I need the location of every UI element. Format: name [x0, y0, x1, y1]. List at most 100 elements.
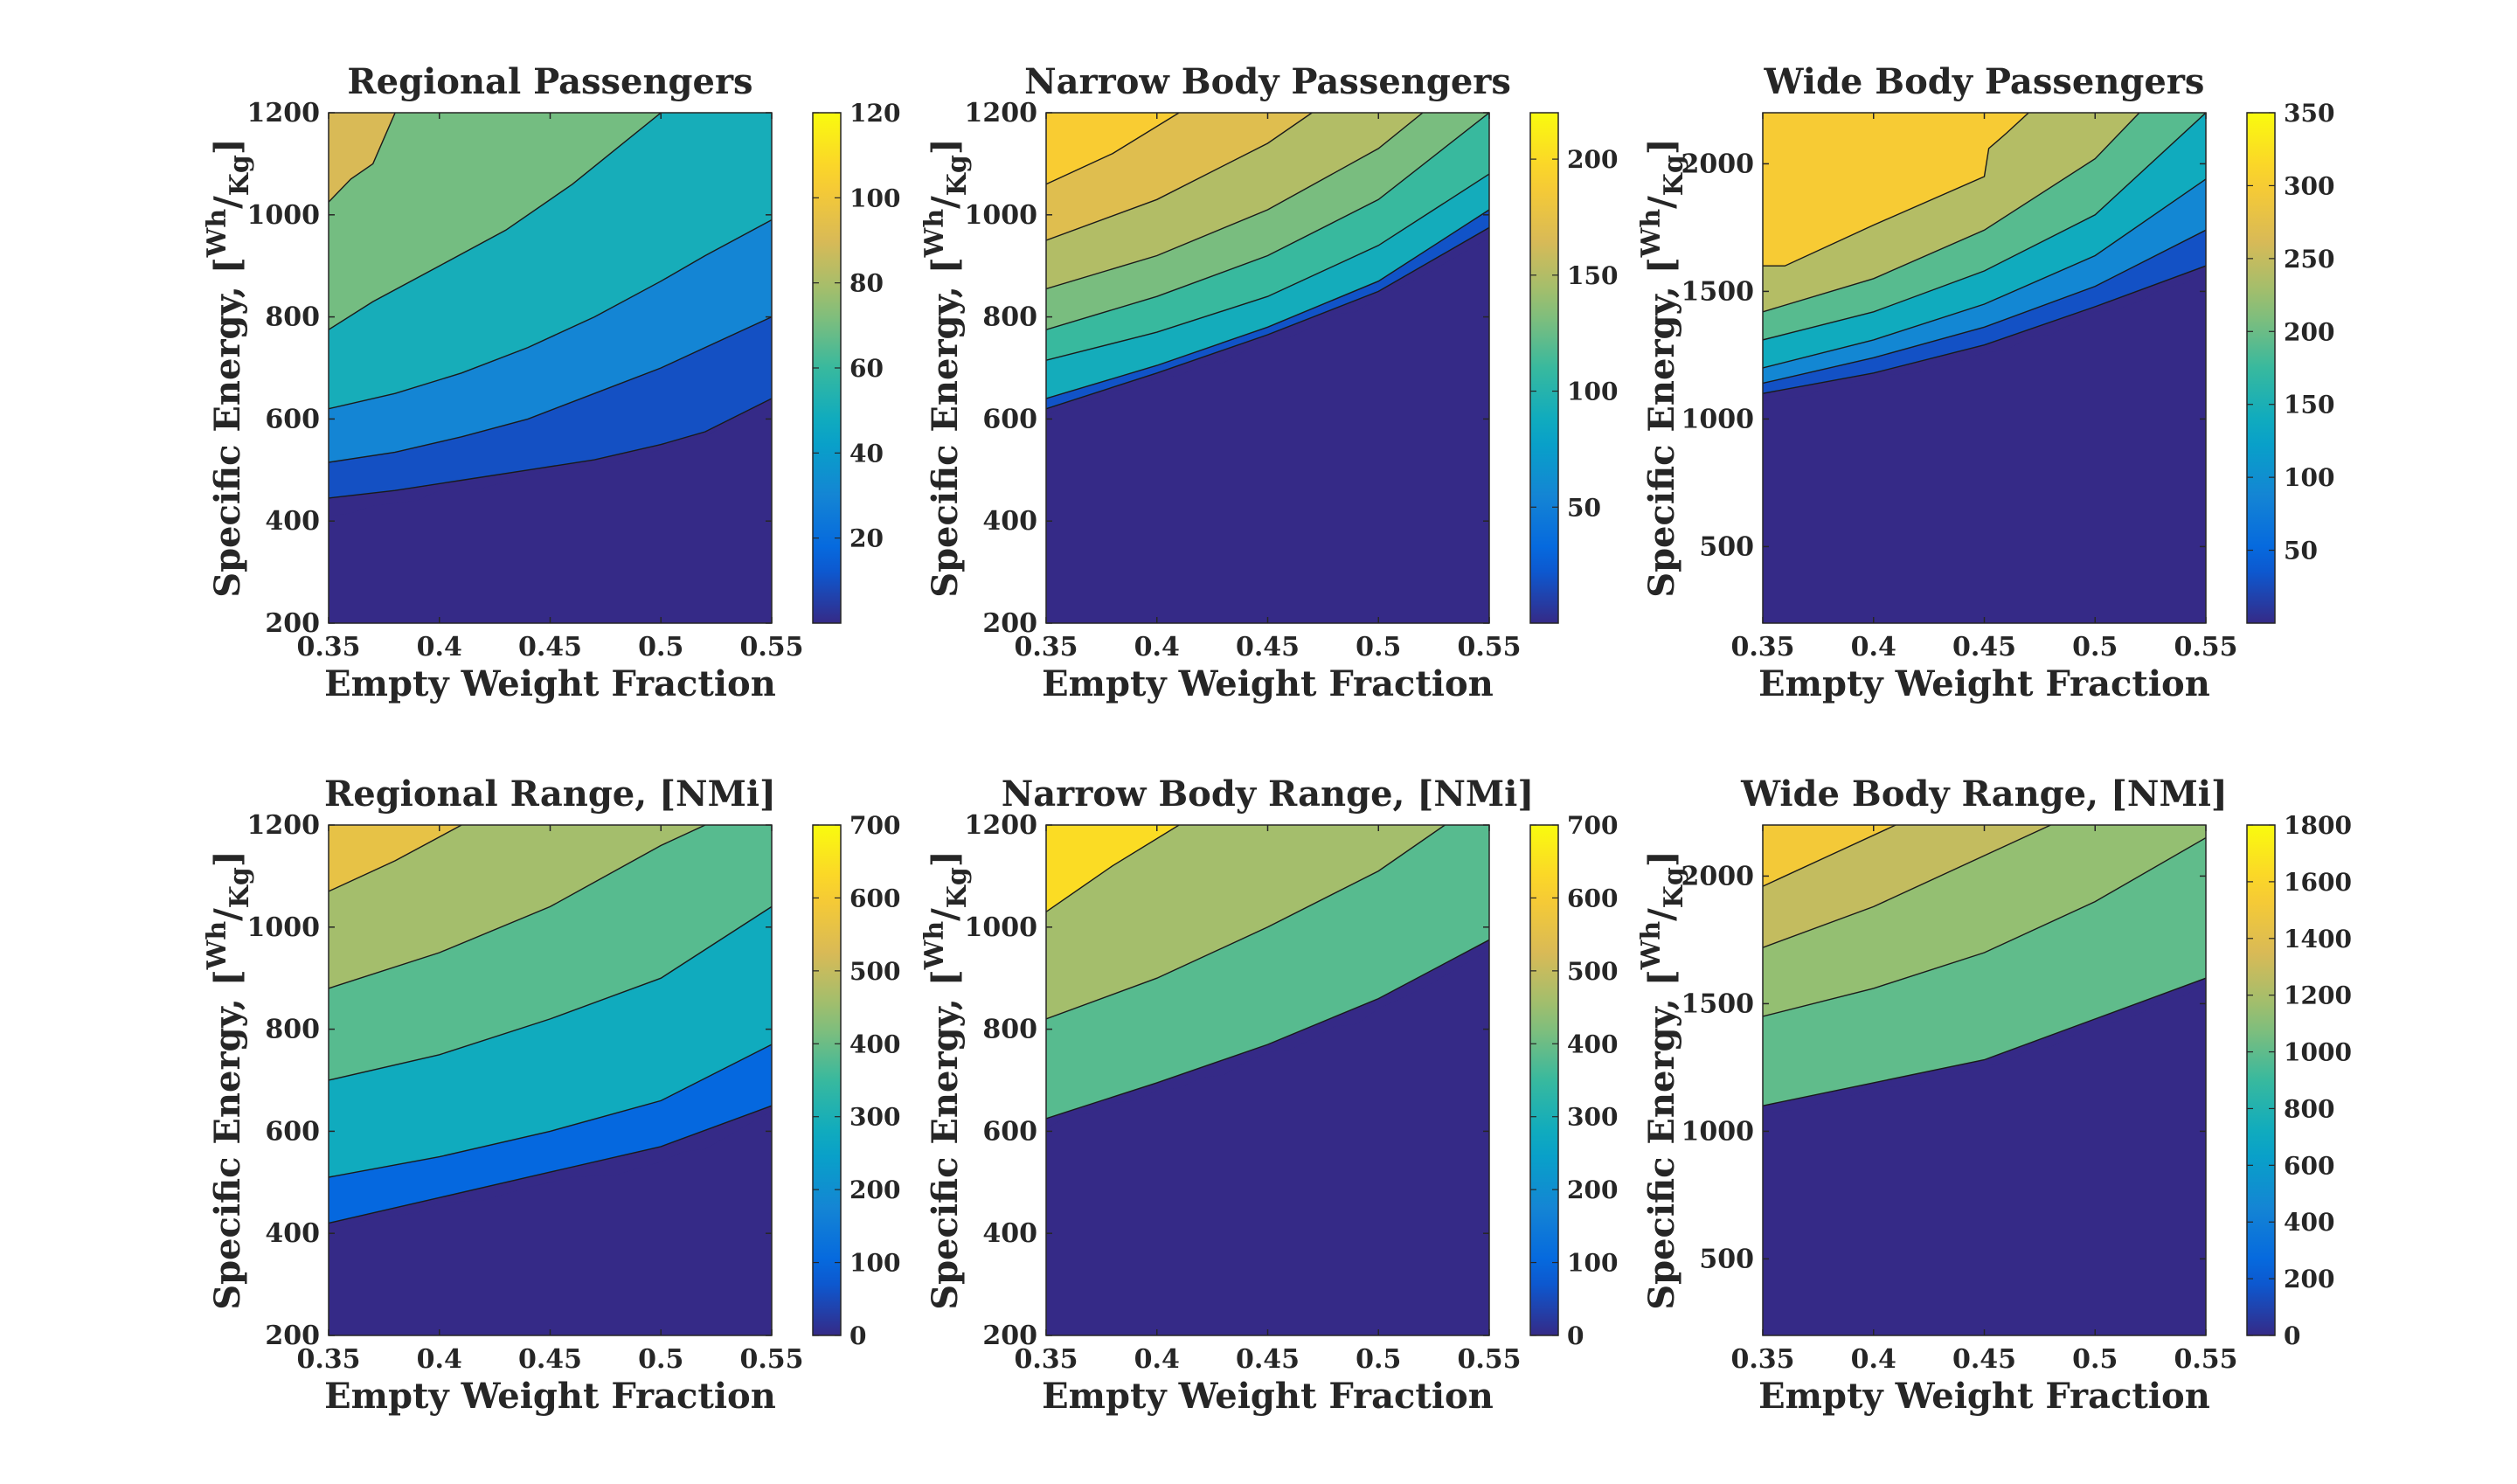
chart-title: Narrow Body Passengers — [1024, 61, 1511, 102]
colorbar-tick-label: 20 — [849, 524, 884, 553]
contour-band — [1763, 113, 2029, 267]
colorbar-tick-label: 40 — [849, 439, 884, 468]
y-tick-label: 1500 — [1681, 988, 1755, 1019]
y-tick-label: 600 — [265, 1116, 320, 1147]
contour-band — [329, 825, 705, 988]
colorbar-tick-label: 700 — [1567, 811, 1618, 840]
x-tick-label: 0.35 — [296, 1344, 360, 1375]
x-tick-label: 0.4 — [1851, 632, 1896, 662]
colorbar: 0 100 200 300 400 500 600 700 — [1529, 811, 1618, 1350]
colorbar-tick-label: 1400 — [2284, 925, 2352, 954]
y-tick-label: 800 — [265, 1015, 320, 1045]
x-tick-label: 0.55 — [1457, 1344, 1521, 1375]
colorbar-tick-label: 0 — [2284, 1321, 2300, 1350]
contour-line — [1763, 113, 2029, 267]
y-tick-label: 1000 — [1681, 1116, 1755, 1147]
contour-line — [1763, 113, 2206, 341]
contour-line — [1046, 173, 1489, 361]
contour-line — [1763, 113, 2140, 313]
x-axis-label: Empty Weight Fraction — [1758, 663, 2210, 704]
colorbar-gradient — [2246, 824, 2276, 1336]
y-axis-label: Specific Energy, [Wh/Kg] — [1636, 850, 1689, 1310]
x-tick-label: 0.5 — [1356, 632, 1401, 662]
x-tick-label: 0.5 — [2072, 1344, 2118, 1375]
colorbar-tick-label: 300 — [849, 1103, 900, 1132]
y-axis-label: Specific Energy, [Wh/Kg] — [202, 138, 255, 598]
contour-band — [1046, 825, 1446, 1019]
y-tick-label: 500 — [1699, 1244, 1754, 1274]
colorbar-gradient — [1529, 112, 1559, 624]
colorbar-tick-label: 50 — [2284, 537, 2318, 565]
colorbar-tick-label: 100 — [1567, 1249, 1618, 1278]
chart-title: Wide Body Range, [NMi] — [1740, 773, 2228, 815]
contour-line — [329, 825, 706, 989]
contour-line — [1763, 229, 2206, 385]
colorbar-tick-label: 600 — [2284, 1151, 2334, 1180]
contour-bands — [329, 825, 772, 1335]
x-tick-label: 0.4 — [417, 1344, 462, 1375]
y-axis-label: Specific Energy, [Wh/Kg] — [202, 850, 255, 1310]
colorbar-tick-label: 350 — [2284, 99, 2334, 128]
contour-line — [1763, 825, 2051, 948]
y-tick-label: 1000 — [247, 200, 321, 231]
contour-line — [1763, 825, 1896, 887]
contour-band — [1046, 825, 1180, 912]
colorbar-gradient — [2246, 112, 2276, 624]
colorbar: 50 100 150 200 250 300 350 — [2246, 99, 2334, 624]
colorbar-tick-label: 150 — [2284, 391, 2334, 420]
x-tick-label: 0.5 — [2072, 632, 2118, 662]
contour-line — [1046, 209, 1489, 399]
x-tick-label: 0.55 — [739, 632, 803, 662]
colorbar-tick-label: 0 — [1567, 1321, 1584, 1350]
colorbar-tick-label: 80 — [849, 269, 884, 298]
x-tick-label: 0.55 — [1457, 632, 1521, 662]
y-tick-label: 600 — [265, 404, 320, 434]
x-tick-label: 0.4 — [417, 632, 462, 662]
colorbar-tick-label: 1800 — [2284, 811, 2352, 840]
contour-band — [1763, 825, 1896, 887]
y-tick-label: 400 — [982, 506, 1037, 537]
contour-bands — [1046, 113, 1489, 623]
x-tick-label: 0.55 — [2174, 632, 2237, 662]
colorbar-tick-label: 50 — [1567, 493, 1601, 522]
y-tick-label: 200 — [982, 608, 1037, 639]
colorbar-tick-label: 400 — [849, 1030, 900, 1058]
x-axis-label: Empty Weight Fraction — [324, 1376, 776, 1417]
contour-line — [329, 398, 772, 499]
contour-line — [1046, 939, 1489, 1120]
contour-line — [1046, 825, 1446, 1020]
contour-line — [1763, 977, 2206, 1106]
contour-line — [329, 316, 772, 463]
colorbar-tick-label: 0 — [849, 1321, 866, 1350]
y-tick-label: 200 — [265, 1321, 320, 1351]
colorbar-tick-label: 100 — [849, 184, 900, 212]
subplot-wide-body-range: Wide Body Range, [NMi] 0.35 0.4 0.45 0.5 0.5… — [1636, 773, 2352, 1417]
colorbar-tick-label: 200 — [1567, 145, 1618, 174]
contour-line — [1763, 265, 2206, 394]
y-tick-label: 200 — [982, 1321, 1037, 1351]
x-tick-label: 0.35 — [1014, 632, 1078, 662]
chart-title: Wide Body Passengers — [1764, 61, 2205, 102]
contour-bands — [1046, 825, 1489, 1335]
x-axis-label: Empty Weight Fraction — [324, 663, 776, 704]
colorbar-tick-label: 100 — [1567, 378, 1618, 406]
x-axis-label: Empty Weight Fraction — [1758, 1376, 2210, 1417]
subplot-wide-body-passengers: Wide Body Passengers 0.35 0.4 0.45 0.5 0.55 5… — [1636, 61, 2334, 704]
x-tick-label: 0.35 — [1730, 632, 1794, 662]
colorbar-tick-label: 100 — [2284, 463, 2334, 492]
x-tick-label: 0.45 — [1236, 1344, 1300, 1375]
x-tick-label: 0.35 — [1730, 1344, 1794, 1375]
subplot-narrow-body-passengers: Narrow Body Passengers 0.35 0.4 0.45 0.5 0.5… — [919, 61, 1618, 704]
x-axis-label: Empty Weight Fraction — [1042, 663, 1494, 704]
contour-band — [329, 825, 462, 891]
contour-line — [1046, 113, 1180, 185]
chart-title: Regional Passengers — [347, 61, 752, 102]
chart-title: Regional Range, [NMi] — [324, 773, 776, 815]
x-tick-label: 0.45 — [1236, 632, 1300, 662]
x-tick-label: 0.45 — [1952, 632, 2016, 662]
colorbar-tick-label: 200 — [2284, 317, 2334, 346]
x-tick-label: 0.5 — [1356, 1344, 1401, 1375]
x-tick-label: 0.4 — [1851, 1344, 1896, 1375]
contour-bands — [1763, 113, 2206, 623]
